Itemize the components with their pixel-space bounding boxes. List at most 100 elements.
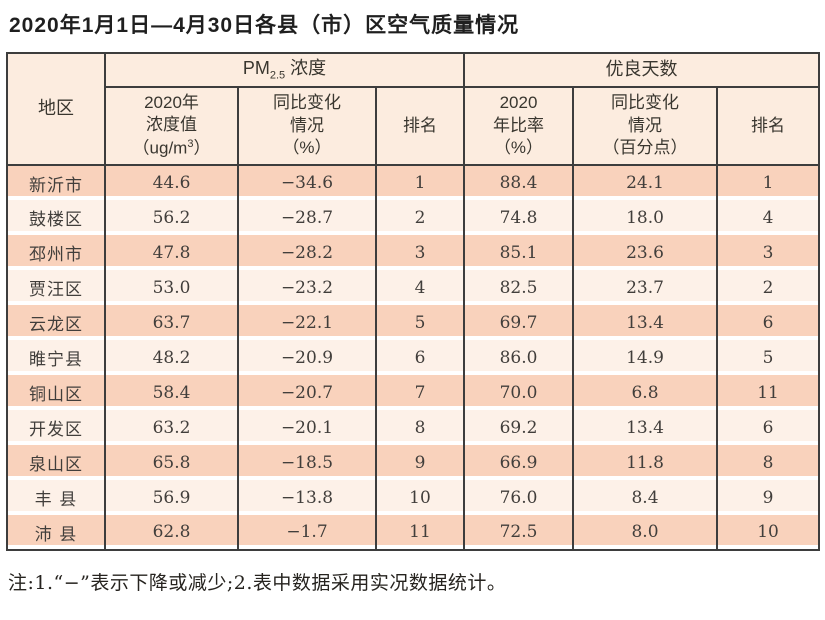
pm-rank-cell: 3: [375, 235, 465, 270]
pm-value-cell: 56.2: [104, 200, 239, 235]
pm-value-header-line2: 浓度值: [146, 115, 197, 135]
good-rank-cell: 1: [715, 165, 821, 200]
footnote: 注:1.“−”表示下降或减少;2.表中数据采用实况数据统计。: [8, 572, 507, 594]
region-cell: 邳州市: [6, 235, 106, 270]
good-change-cell: 24.1: [572, 165, 718, 200]
pm25-label-suffix: 浓度: [285, 57, 327, 78]
good-rate-cell: 70.0: [463, 375, 574, 410]
pm-value-cell: 47.8: [104, 235, 239, 270]
good-change-cell: 23.6: [572, 235, 718, 270]
pm-change-cell: −20.9: [237, 340, 377, 375]
good-rank-cell: 6: [715, 305, 821, 340]
good-rate-cell: 66.9: [463, 445, 574, 480]
region-cell: 泉山区: [6, 445, 106, 480]
pm-change-cell: −18.5: [237, 445, 377, 480]
pm-value-cell: 62.8: [104, 515, 239, 550]
table-row: 新沂市 44.6 −34.6 1 88.4 24.1 1: [6, 165, 821, 200]
table-row: 鼓楼区 56.2 −28.7 2 74.8 18.0 4: [6, 200, 821, 235]
good-rate-cell: 82.5: [463, 270, 574, 305]
pm-value-cell: 65.8: [104, 445, 239, 480]
pm-value-header-line1: 2020年: [144, 93, 199, 113]
good-rate-cell: 86.0: [463, 340, 574, 375]
region-cell: 云龙区: [6, 305, 106, 340]
table-row: 开发区 63.2 −20.1 8 69.2 13.4 6: [6, 410, 821, 445]
region-cell: 鼓楼区: [6, 200, 106, 235]
pm-rank-cell: 9: [375, 445, 465, 480]
pm-value-cell: 63.2: [104, 410, 239, 445]
good-change-cell: 13.4: [572, 410, 718, 445]
pm-change-cell: −23.2: [237, 270, 377, 305]
good-rank-cell: 6: [715, 410, 821, 445]
good-change-cell: 11.8: [572, 445, 718, 480]
good-rank-cell: 4: [715, 200, 821, 235]
pm-change-cell: −20.7: [237, 375, 377, 410]
good-change-cell: 23.7: [572, 270, 718, 305]
pm-rank-cell: 1: [375, 165, 465, 200]
pm-value-header-unit: （ug/m3）: [106, 137, 237, 160]
pm-change-cell: −28.2: [237, 235, 377, 270]
group-header-pm25: PM2.5 浓度: [104, 53, 465, 88]
region-cell: 铜山区: [6, 375, 106, 410]
pm-value-cell: 58.4: [104, 375, 239, 410]
pm25-subscript: 2.5: [269, 69, 286, 82]
good-rank-cell: 11: [715, 375, 821, 410]
good-rate-cell: 74.8: [463, 200, 574, 235]
good-rank-cell: 8: [715, 445, 821, 480]
good-change-cell: 6.8: [572, 375, 718, 410]
table-row: 睢宁县 48.2 −20.9 6 86.0 14.9 5: [6, 340, 821, 375]
good-rank-cell: 9: [715, 480, 821, 515]
good-change-cell: 13.4: [572, 305, 718, 340]
col-header-pm-rank: 排名: [375, 87, 465, 166]
good-change-cell: 8.4: [572, 480, 718, 515]
region-cell: 睢宁县: [6, 340, 106, 375]
pm-change-cell: −34.6: [237, 165, 377, 200]
good-change-cell: 14.9: [572, 340, 718, 375]
pm-rank-cell: 6: [375, 340, 465, 375]
pm-rank-cell: 4: [375, 270, 465, 305]
col-header-pm-value: 2020年 浓度值 （ug/m3）: [104, 87, 239, 166]
region-cell: 沛 县: [6, 515, 106, 550]
good-rate-cell: 88.4: [463, 165, 574, 200]
region-cell: 丰 县: [6, 480, 106, 515]
table-row: 云龙区 63.7 −22.1 5 69.7 13.4 6: [6, 305, 821, 340]
region-cell: 贾汪区: [6, 270, 106, 305]
pm-rank-cell: 11: [375, 515, 465, 550]
air-quality-table: 地区 PM2.5 浓度 优良天数 2020年 浓度值 （ug/m3） 同比变化 …: [6, 52, 821, 551]
table-row: 铜山区 58.4 −20.7 7 70.0 6.8 11: [6, 375, 821, 410]
col-header-pm-change: 同比变化 情况 （%）: [237, 87, 377, 166]
pm-change-cell: −13.8: [237, 480, 377, 515]
col-header-region: 地区: [6, 53, 106, 166]
good-rank-cell: 2: [715, 270, 821, 305]
col-header-good-rank: 排名: [715, 87, 821, 166]
good-rate-cell: 76.0: [463, 480, 574, 515]
table-row: 邳州市 47.8 −28.2 3 85.1 23.6 3: [6, 235, 821, 270]
pm-rank-cell: 7: [375, 375, 465, 410]
pm-value-cell: 44.6: [104, 165, 239, 200]
group-header-good-days: 优良天数: [462, 53, 821, 88]
pm-rank-cell: 5: [375, 305, 465, 340]
unit-suffix: ）: [193, 138, 211, 158]
pm-value-cell: 53.0: [104, 270, 239, 305]
pm-rank-cell: 2: [375, 200, 465, 235]
pm-change-cell: −22.1: [237, 305, 377, 340]
col-header-good-change: 同比变化 情况 （百分点）: [572, 87, 718, 166]
good-rate-cell: 72.5: [463, 515, 574, 550]
col-header-good-rate: 2020 年比率 （%）: [463, 87, 574, 166]
table-row: 丰 县 56.9 −13.8 10 76.0 8.4 9: [6, 480, 821, 515]
good-change-cell: 18.0: [572, 200, 718, 235]
pm-rank-cell: 10: [375, 480, 465, 515]
table-row: 泉山区 65.8 −18.5 9 66.9 11.8 8: [6, 445, 821, 480]
good-rank-cell: 5: [715, 340, 821, 375]
table-body: 新沂市 44.6 −34.6 1 88.4 24.1 1 鼓楼区 56.2 −28.7 2 74.8 1…: [6, 165, 821, 550]
pm-change-cell: −28.7: [237, 200, 377, 235]
table-header: 地区 PM2.5 浓度 优良天数 2020年 浓度值 （ug/m3） 同比变化 …: [6, 53, 821, 166]
unit-prefix: （ug/m: [132, 138, 188, 158]
good-rate-cell: 69.7: [463, 305, 574, 340]
good-rate-cell: 85.1: [463, 235, 574, 270]
pm25-label-prefix: PM: [242, 57, 270, 78]
unit-superscript: 3: [187, 137, 194, 150]
page-title: 2020年1月1日—4月30日各县（市）区空气质量情况: [9, 14, 520, 37]
pm-value-cell: 48.2: [104, 340, 239, 375]
region-cell: 开发区: [6, 410, 106, 445]
pm-value-cell: 56.9: [104, 480, 239, 515]
